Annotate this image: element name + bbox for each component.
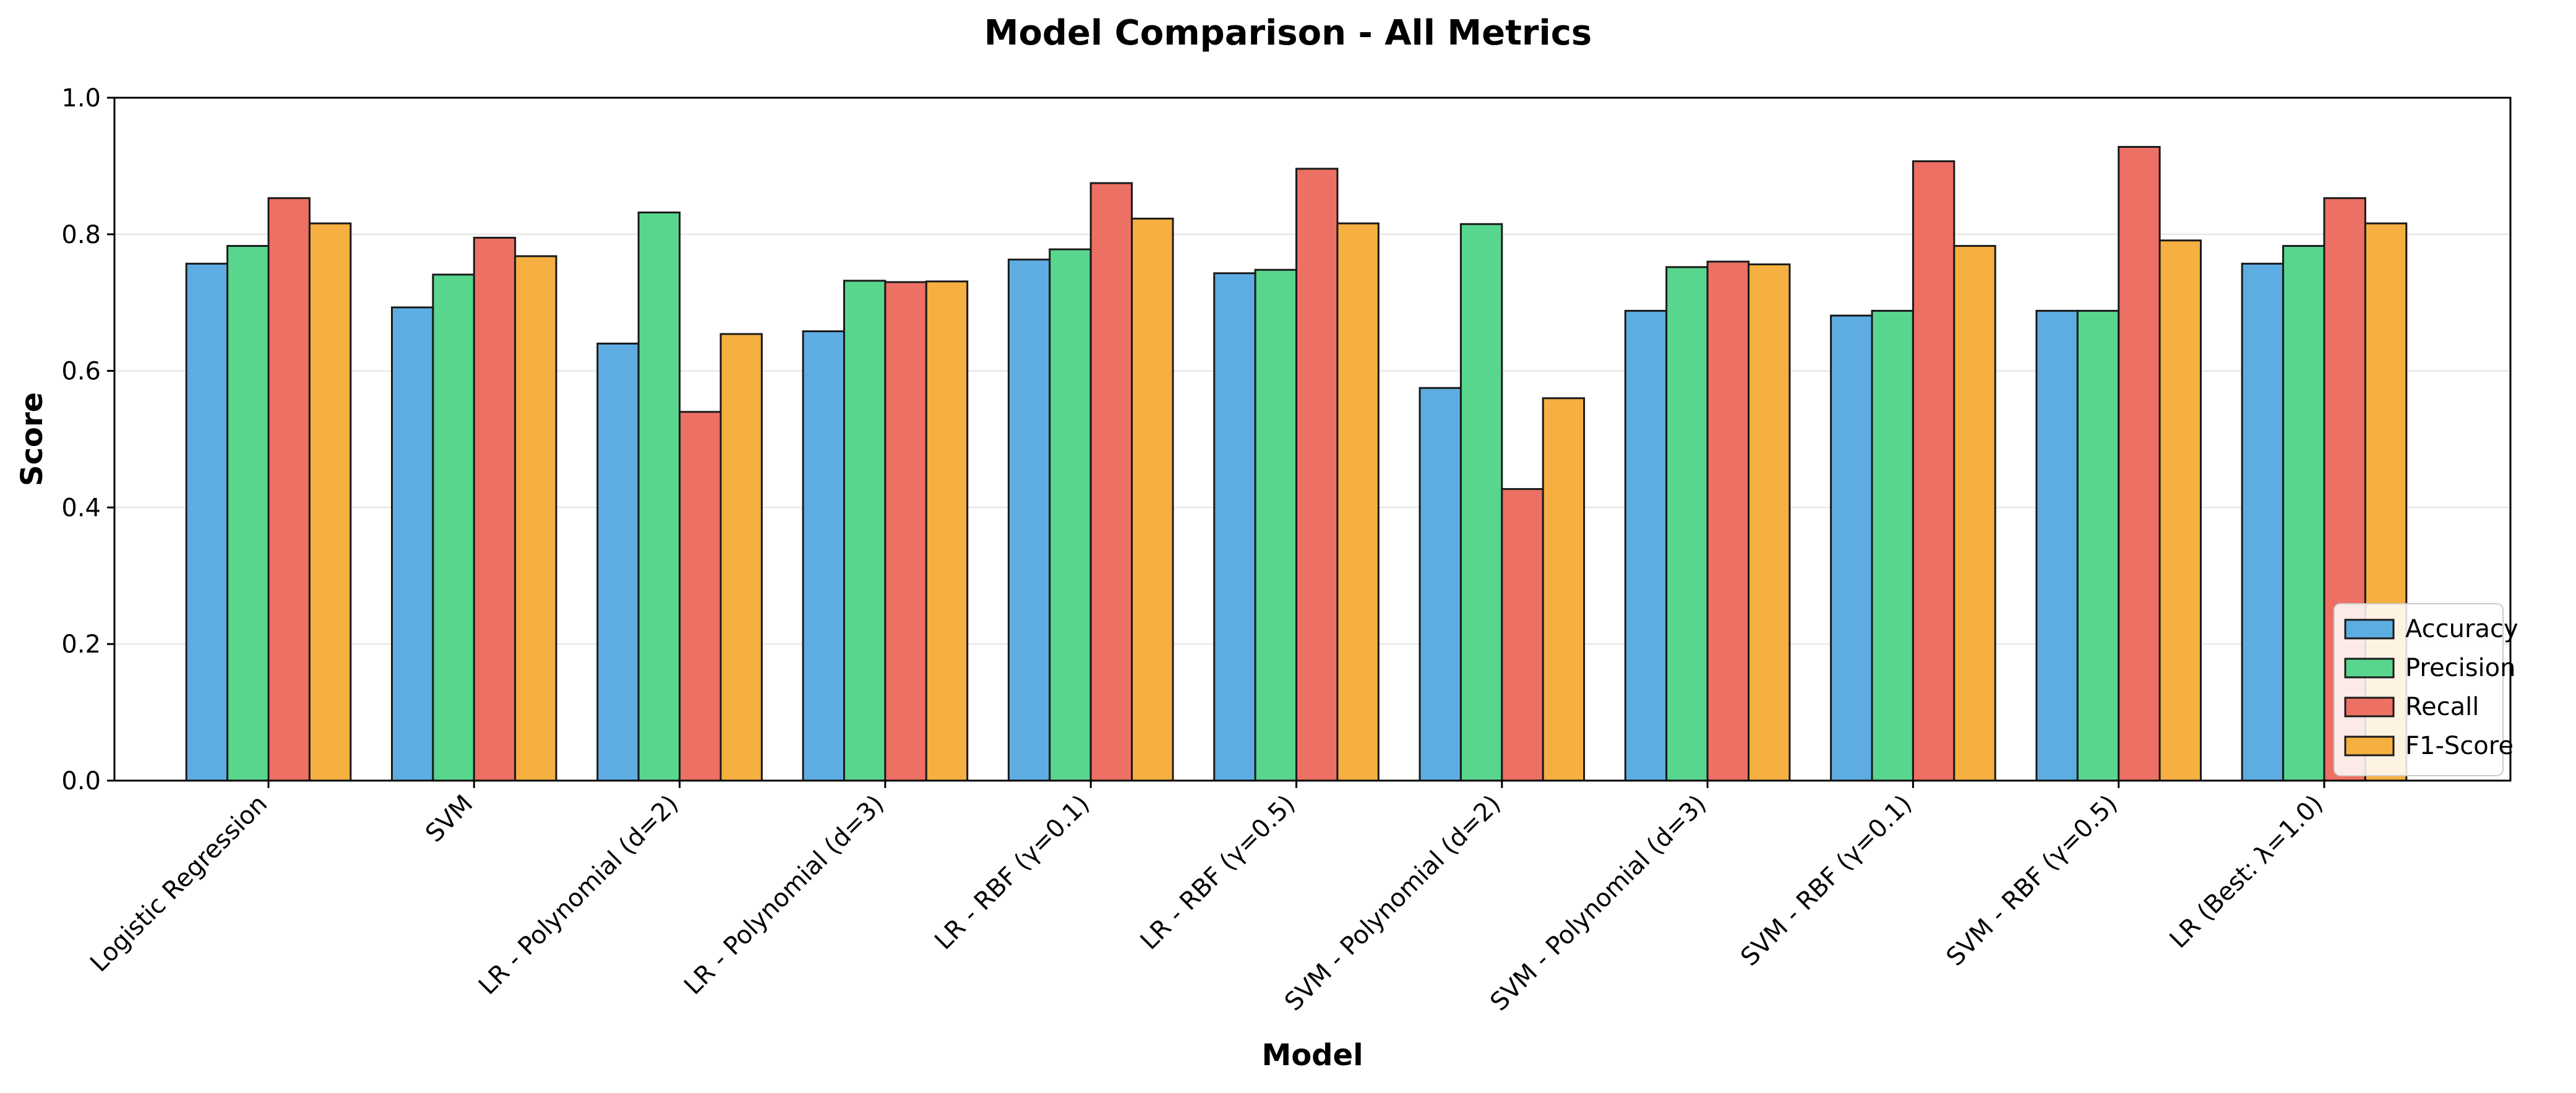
- x-tick-label: SVM - Polynomial (d=2): [1279, 790, 1506, 1017]
- bar-precision: [1049, 248, 1092, 782]
- y-tick-label: 0.8: [61, 221, 101, 249]
- bar-precision: [2076, 309, 2120, 782]
- bar-accuracy: [1419, 387, 1462, 782]
- bar-recall: [1501, 488, 1544, 782]
- bar-precision: [1665, 266, 1709, 782]
- legend-box: [2333, 603, 2504, 776]
- legend-label: Accuracy: [2405, 615, 2518, 643]
- bar-recall: [267, 197, 311, 782]
- bar-precision: [637, 211, 681, 782]
- legend-label: Precision: [2405, 654, 2515, 682]
- x-tick-label: LR (Best: λ=1.0): [2164, 790, 2329, 954]
- bar-accuracy: [391, 306, 434, 782]
- bar-precision: [1871, 309, 1914, 782]
- bar-f1-score: [514, 255, 557, 782]
- chart-title: Model Comparison - All Metrics: [984, 13, 1592, 53]
- bar-accuracy: [2035, 309, 2079, 782]
- y-ticks: 0.0 0.2 0.4 0.6 0.8 1.0: [61, 84, 114, 795]
- bar-accuracy: [2241, 262, 2285, 782]
- bar-recall: [679, 411, 722, 782]
- y-axis-label: Score: [15, 392, 49, 486]
- bar-accuracy: [1830, 314, 1873, 782]
- x-tick-label: Logistic Regression: [85, 790, 273, 978]
- x-axis-label: Model: [1261, 1038, 1363, 1073]
- bar-f1-score: [1131, 217, 1174, 782]
- bar-precision: [432, 273, 475, 782]
- x-tick-label: SVM - RBF (γ=0.1): [1735, 790, 1917, 972]
- bar-f1-score: [1953, 245, 1996, 782]
- x-tick-label: SVM: [420, 790, 478, 848]
- bar-precision: [2282, 245, 2325, 782]
- bar-recall: [884, 281, 927, 782]
- bars: [185, 145, 2408, 782]
- x-tick-label: LR - RBF (γ=0.1): [929, 790, 1095, 956]
- bar-recall: [1089, 182, 1133, 782]
- y-tick-label: 0.6: [61, 358, 101, 386]
- x-tick-label: LR - Polynomial (d=2): [473, 790, 684, 1001]
- bar-recall: [473, 236, 517, 782]
- bar-recall: [1706, 260, 1750, 782]
- bar-recall: [1295, 168, 1339, 782]
- bar-precision: [1459, 223, 1503, 782]
- legend-label: Recall: [2405, 693, 2479, 721]
- bar-accuracy: [1624, 309, 1668, 782]
- bar-accuracy: [596, 342, 640, 782]
- bar-accuracy: [1213, 272, 1256, 782]
- y-tick-label: 0.2: [61, 630, 101, 659]
- bar-accuracy: [185, 262, 229, 782]
- bar-precision: [843, 280, 887, 782]
- bar-f1-score: [1336, 222, 1380, 782]
- bar-recall: [1912, 160, 1956, 782]
- bar-f1-score: [1542, 397, 1586, 782]
- bar-f1-score: [2158, 239, 2202, 782]
- x-tick-label: SVM - Polynomial (d=3): [1485, 790, 1712, 1017]
- bar-accuracy: [1007, 259, 1051, 782]
- x-tick-label: LR - Polynomial (d=3): [679, 790, 890, 1001]
- bar-accuracy: [802, 330, 845, 782]
- x-tick-label: LR - RBF (γ=0.5): [1135, 790, 1301, 956]
- bar-f1-score: [719, 333, 763, 782]
- bar-precision: [1254, 268, 1297, 782]
- legend-swatch: [2344, 619, 2395, 640]
- x-tick-label: SVM - RBF (γ=0.5): [1941, 790, 2123, 972]
- y-tick-label: 0.0: [61, 767, 101, 795]
- legend-swatch: [2344, 735, 2395, 757]
- bar-f1-score: [1748, 263, 1791, 782]
- legend-swatch: [2344, 658, 2395, 679]
- y-tick-label: 0.4: [61, 494, 101, 522]
- bar-recall: [2118, 145, 2161, 782]
- plot-frame: [113, 96, 2512, 782]
- legend-swatch: [2344, 697, 2395, 718]
- bar-f1-score: [308, 222, 352, 782]
- y-tick-label: 1.0: [61, 84, 101, 113]
- bar-f1-score: [925, 280, 969, 782]
- bar-precision: [226, 245, 270, 782]
- legend-label: F1-Score: [2405, 732, 2514, 760]
- legend: Accuracy Precision Recall F1-Score: [2333, 603, 2518, 776]
